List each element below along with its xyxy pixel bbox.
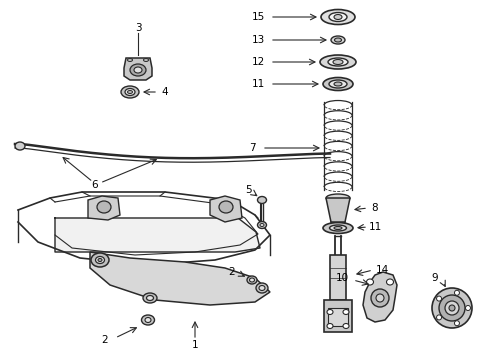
Ellipse shape	[326, 194, 350, 202]
Ellipse shape	[142, 315, 154, 325]
Ellipse shape	[249, 278, 254, 282]
Ellipse shape	[437, 315, 441, 320]
Polygon shape	[88, 196, 120, 220]
Text: 8: 8	[372, 203, 378, 213]
Ellipse shape	[329, 225, 346, 231]
Ellipse shape	[329, 80, 347, 88]
Text: 1: 1	[192, 340, 198, 350]
Ellipse shape	[327, 310, 333, 315]
Polygon shape	[124, 58, 152, 80]
Ellipse shape	[449, 305, 455, 311]
Text: 11: 11	[251, 79, 265, 89]
Ellipse shape	[127, 59, 132, 62]
Ellipse shape	[259, 285, 265, 291]
Text: 2: 2	[229, 267, 235, 277]
Ellipse shape	[437, 296, 441, 301]
Ellipse shape	[331, 36, 345, 44]
Ellipse shape	[145, 318, 151, 323]
Ellipse shape	[323, 77, 353, 90]
Polygon shape	[90, 252, 270, 305]
Ellipse shape	[376, 294, 384, 302]
Ellipse shape	[258, 221, 267, 229]
Ellipse shape	[97, 201, 111, 213]
Ellipse shape	[260, 224, 264, 226]
Ellipse shape	[331, 219, 345, 225]
Ellipse shape	[144, 59, 148, 62]
Ellipse shape	[333, 59, 343, 64]
Polygon shape	[326, 198, 350, 222]
Ellipse shape	[439, 295, 465, 321]
Ellipse shape	[343, 310, 349, 315]
Ellipse shape	[127, 90, 132, 94]
Polygon shape	[363, 272, 397, 322]
Text: 5: 5	[245, 185, 251, 195]
Ellipse shape	[321, 9, 355, 24]
Text: 13: 13	[251, 35, 265, 45]
Ellipse shape	[258, 197, 267, 203]
Ellipse shape	[328, 58, 348, 66]
Ellipse shape	[96, 256, 104, 264]
Ellipse shape	[256, 283, 268, 293]
Ellipse shape	[367, 279, 373, 285]
Text: 3: 3	[135, 23, 141, 33]
Ellipse shape	[454, 290, 460, 295]
Text: 9: 9	[432, 273, 439, 283]
Ellipse shape	[329, 13, 347, 22]
Ellipse shape	[320, 55, 356, 69]
Ellipse shape	[134, 67, 142, 73]
Ellipse shape	[445, 301, 459, 315]
Text: 10: 10	[336, 273, 348, 283]
Bar	[324, 300, 352, 332]
Ellipse shape	[323, 222, 353, 234]
Ellipse shape	[343, 324, 349, 328]
Ellipse shape	[334, 14, 342, 19]
Ellipse shape	[327, 324, 333, 328]
Ellipse shape	[91, 253, 109, 267]
Text: 4: 4	[162, 87, 168, 97]
Polygon shape	[210, 196, 242, 222]
Text: 7: 7	[249, 143, 255, 153]
Ellipse shape	[454, 321, 460, 326]
Ellipse shape	[247, 276, 257, 284]
Text: 6: 6	[92, 180, 98, 190]
Ellipse shape	[121, 86, 139, 98]
Bar	[330, 255, 346, 300]
Text: 2: 2	[102, 335, 108, 345]
Text: 14: 14	[375, 265, 389, 275]
Text: 11: 11	[368, 222, 382, 232]
Ellipse shape	[334, 226, 342, 230]
Polygon shape	[55, 218, 260, 252]
Ellipse shape	[335, 38, 342, 42]
Bar	[328, 308, 348, 326]
Ellipse shape	[98, 258, 102, 261]
Ellipse shape	[432, 288, 472, 328]
Ellipse shape	[371, 289, 389, 307]
Ellipse shape	[15, 142, 25, 150]
Ellipse shape	[147, 296, 153, 301]
Text: 12: 12	[251, 57, 265, 67]
Ellipse shape	[387, 279, 393, 285]
Ellipse shape	[130, 64, 146, 76]
Ellipse shape	[466, 306, 470, 310]
Ellipse shape	[334, 82, 342, 86]
Ellipse shape	[219, 201, 233, 213]
Ellipse shape	[125, 89, 135, 95]
Ellipse shape	[143, 293, 157, 303]
Text: 15: 15	[251, 12, 265, 22]
